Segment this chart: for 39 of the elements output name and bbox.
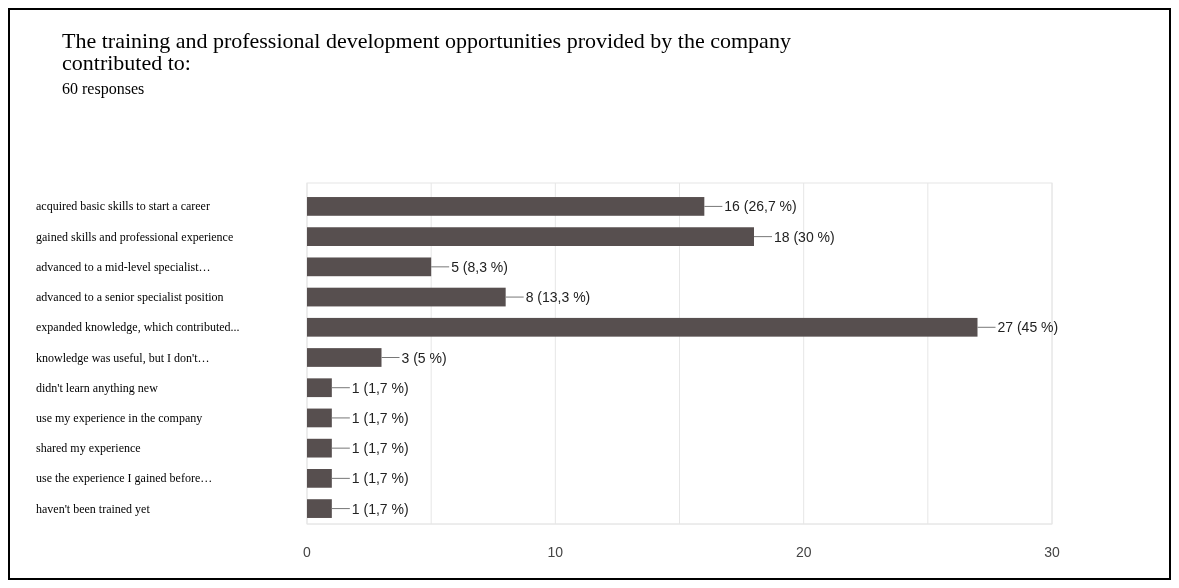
data-label: 1 (1,7 %) bbox=[351, 379, 409, 396]
y-tick-label: expanded knowledge, which contributed... bbox=[36, 320, 240, 335]
x-tick-label: 30 bbox=[1044, 544, 1060, 560]
bar bbox=[307, 469, 332, 488]
y-tick-label: gained skills and professional experience bbox=[36, 229, 234, 244]
data-label: 8 (13,3 %) bbox=[525, 289, 591, 306]
data-label: 1 (1,7 %) bbox=[351, 409, 409, 426]
x-tick-label: 0 bbox=[303, 544, 312, 560]
bar bbox=[307, 378, 332, 398]
y-tick-label: use the experience I gained before… bbox=[36, 471, 213, 486]
bar bbox=[307, 317, 978, 337]
y-tick-label: use my experience in the company bbox=[36, 410, 203, 425]
bar bbox=[307, 499, 332, 518]
text: 60 responses bbox=[62, 80, 145, 98]
data-label: 18 (30 %) bbox=[774, 228, 835, 245]
y-tick-label: haven't been trained yet bbox=[36, 501, 151, 516]
data-label: 27 (45 %) bbox=[997, 319, 1059, 336]
bar bbox=[307, 257, 432, 277]
bar bbox=[307, 438, 332, 458]
data-label: 1 (1,7 %) bbox=[351, 500, 409, 517]
y-tick-label: shared my experience bbox=[36, 441, 141, 456]
bar bbox=[307, 287, 506, 307]
data-label: 16 (26,7 %) bbox=[724, 198, 797, 215]
data-label: 5 (8,3 %) bbox=[451, 258, 508, 275]
chart-title: The training and professional development opportunities provided by the company contributed to: bbox=[62, 28, 791, 75]
y-tick-label: advanced to a mid-level specialist… bbox=[36, 259, 211, 274]
bar bbox=[307, 227, 754, 246]
data-label: 1 (1,7 %) bbox=[351, 440, 409, 457]
bar bbox=[307, 408, 332, 428]
data-label: 1 (1,7 %) bbox=[351, 470, 409, 487]
x-tick-label: 10 bbox=[547, 544, 564, 560]
y-tick-label: acquired basic skills to start a career bbox=[36, 199, 210, 214]
y-tick-label: knowledge was useful, but I don't… bbox=[36, 350, 210, 365]
x-tick-label: 20 bbox=[795, 544, 812, 560]
y-tick-label: advanced to a senior specialist position bbox=[36, 290, 224, 305]
bar bbox=[307, 348, 382, 367]
data-label: 3 (5 %) bbox=[401, 349, 447, 366]
bar bbox=[307, 197, 705, 216]
y-tick-label: didn't learn anything new bbox=[36, 380, 159, 395]
